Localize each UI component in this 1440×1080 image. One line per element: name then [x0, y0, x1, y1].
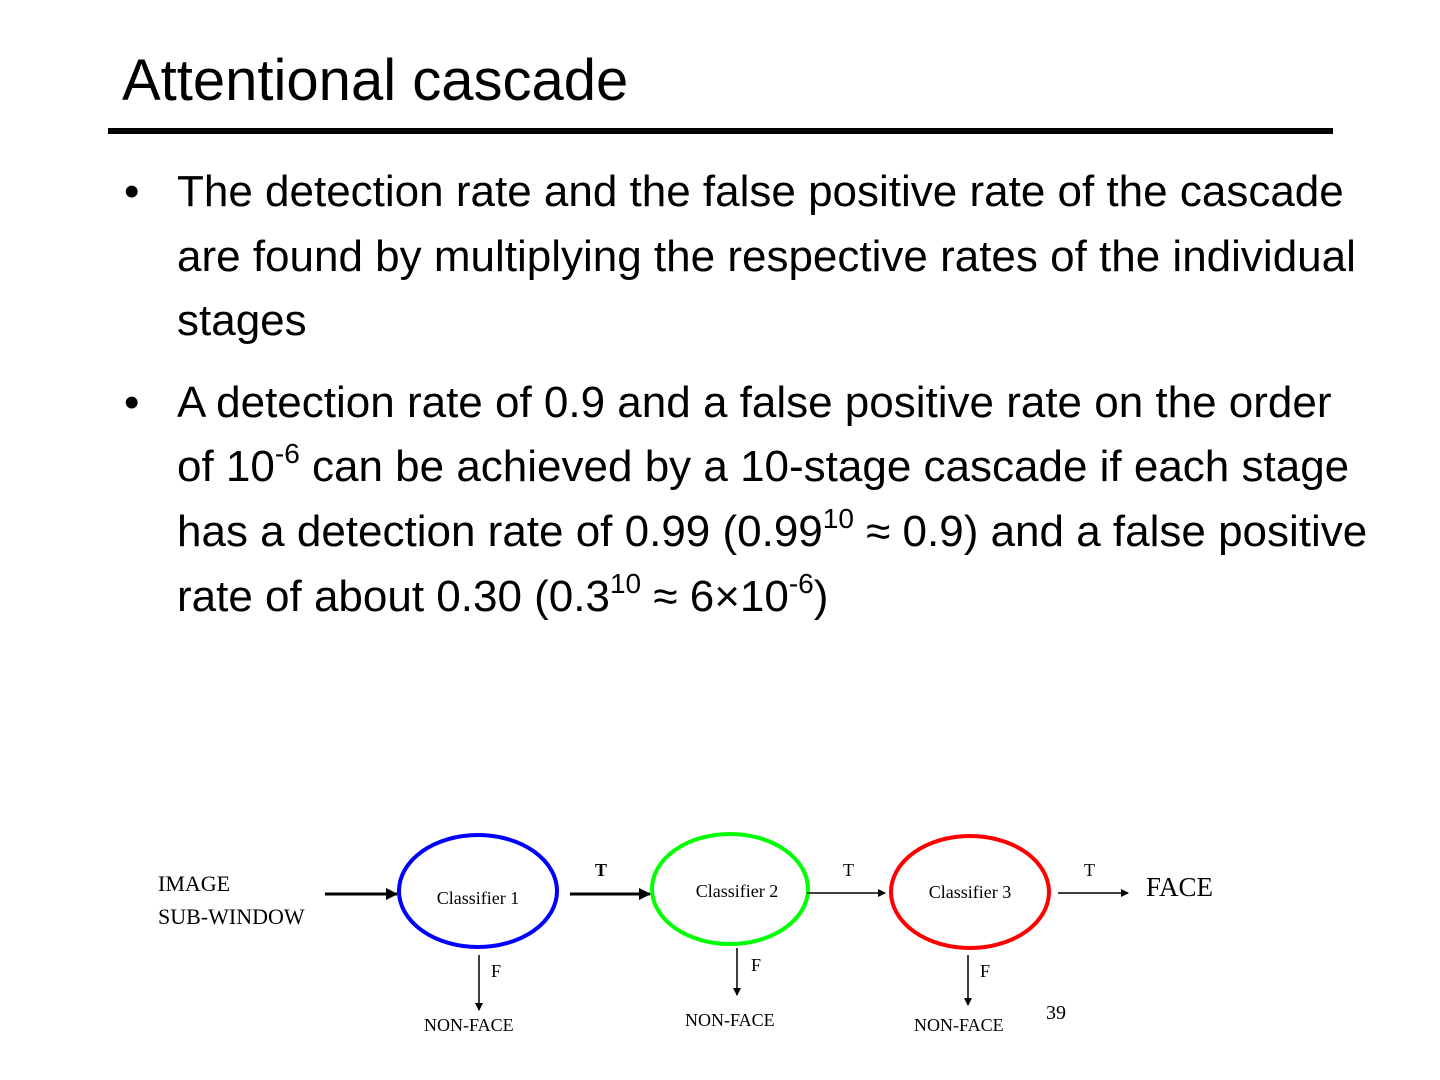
- bullet-text: can be achieved by a 10-stage cascade if…: [177, 442, 1350, 556]
- bullet-text: ≈ 6×10: [641, 571, 789, 621]
- false-label: F: [491, 961, 501, 981]
- non-face-output: NON-FACE: [685, 1010, 775, 1030]
- superscript: -6: [274, 438, 300, 470]
- bullet-text: ): [813, 571, 829, 621]
- bullet-icon: •: [124, 377, 140, 427]
- superscript: 10: [822, 502, 854, 534]
- bullet-list: • The detection rate and the false positi…: [124, 160, 1374, 646]
- bullet-text: ≈ 0.9) and a false positive rate of abou…: [177, 506, 1368, 621]
- false-label: F: [980, 961, 990, 981]
- classifier-label: Classifier 3: [929, 882, 1012, 902]
- true-label: T: [1084, 860, 1095, 880]
- input-label: SUB-WINDOW: [158, 904, 305, 929]
- classifier-1-node: [397, 833, 559, 949]
- bullet-text: A detection rate of 0.9 and a false posi…: [177, 377, 1332, 492]
- classifier-3-node: [889, 834, 1051, 950]
- bullet-icon: •: [124, 167, 140, 216]
- superscript: 10: [609, 567, 642, 599]
- true-label: T: [843, 860, 854, 880]
- true-label: T: [595, 860, 607, 880]
- bullet-text: The detection rate and the false positiv…: [177, 167, 1356, 346]
- false-label: F: [751, 955, 761, 975]
- non-face-output: NON-FACE: [424, 1015, 514, 1035]
- bullet-item: • The detection rate and the false positi…: [124, 160, 1374, 354]
- classifier-label: Classifier 1: [437, 888, 520, 908]
- page-number: 39: [1046, 1002, 1066, 1024]
- face-output: FACE: [1146, 872, 1213, 902]
- non-face-output: NON-FACE: [914, 1015, 1004, 1035]
- slide-title: Attentional cascade: [122, 48, 629, 113]
- bullet-item: • A detection rate of 0.9 and a false pos…: [124, 371, 1374, 629]
- classifier-2-node: [650, 832, 810, 946]
- classifier-label: Classifier 2: [696, 881, 779, 901]
- title-divider: [108, 128, 1333, 134]
- superscript: -6: [788, 567, 814, 599]
- input-label: IMAGE: [158, 871, 230, 896]
